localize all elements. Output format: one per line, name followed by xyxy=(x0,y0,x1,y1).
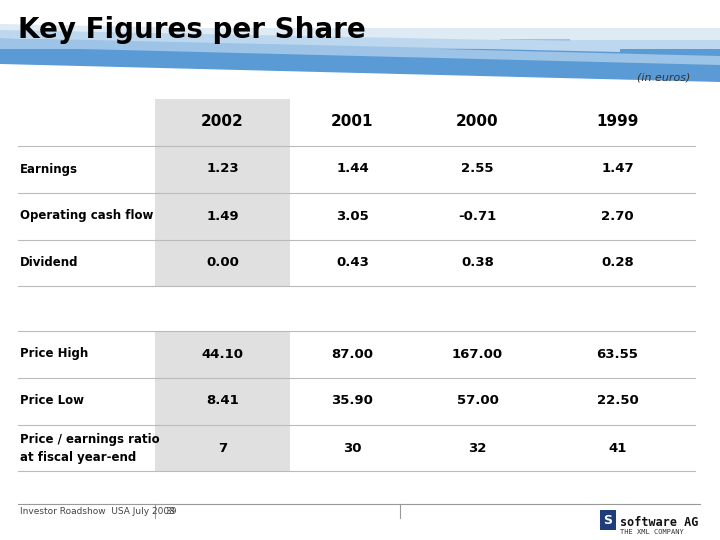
Text: Key Figures per Share: Key Figures per Share xyxy=(18,16,366,44)
Text: THE XML COMPANY: THE XML COMPANY xyxy=(620,529,684,535)
Text: 57.00: 57.00 xyxy=(456,395,498,408)
Polygon shape xyxy=(0,24,500,40)
Text: 2002: 2002 xyxy=(201,114,244,130)
Text: 7: 7 xyxy=(218,442,227,455)
Text: 8.41: 8.41 xyxy=(206,395,239,408)
Text: S: S xyxy=(603,514,613,526)
Text: 1999: 1999 xyxy=(596,114,639,130)
Text: 63.55: 63.55 xyxy=(597,348,639,361)
Text: (in euros): (in euros) xyxy=(636,73,690,83)
Text: 32: 32 xyxy=(468,442,487,455)
Bar xyxy=(155,99,290,286)
Bar xyxy=(600,510,616,530)
Text: 3.05: 3.05 xyxy=(336,210,369,222)
Bar xyxy=(0,39,570,49)
Text: 22.50: 22.50 xyxy=(597,395,639,408)
Polygon shape xyxy=(0,28,620,52)
Text: 35.90: 35.90 xyxy=(332,395,374,408)
Bar xyxy=(155,331,290,471)
Text: Price / earnings ratio: Price / earnings ratio xyxy=(20,433,160,446)
Text: 30: 30 xyxy=(343,442,361,455)
Text: 2000: 2000 xyxy=(456,114,499,130)
Text: 44.10: 44.10 xyxy=(202,348,243,361)
Bar xyxy=(0,49,720,64)
Text: Dividend: Dividend xyxy=(20,256,78,269)
Text: Operating cash flow: Operating cash flow xyxy=(20,210,153,222)
Bar xyxy=(0,28,720,42)
Polygon shape xyxy=(0,38,720,65)
Text: 167.00: 167.00 xyxy=(452,348,503,361)
Text: 0.43: 0.43 xyxy=(336,256,369,269)
Text: 0.38: 0.38 xyxy=(461,256,494,269)
Text: at fiscal year-end: at fiscal year-end xyxy=(20,450,136,463)
Text: 1.49: 1.49 xyxy=(206,210,239,222)
Text: software AG: software AG xyxy=(620,516,698,529)
Text: Price High: Price High xyxy=(20,348,89,361)
Polygon shape xyxy=(0,45,720,82)
Text: 0.28: 0.28 xyxy=(601,256,634,269)
Text: Investor Roadshow  USA July 2003: Investor Roadshow USA July 2003 xyxy=(20,508,175,516)
Text: -0.71: -0.71 xyxy=(459,210,497,222)
Text: 2001: 2001 xyxy=(331,114,374,130)
Text: 39: 39 xyxy=(165,508,176,516)
Text: 1.47: 1.47 xyxy=(601,163,634,176)
Text: 2.55: 2.55 xyxy=(462,163,494,176)
Text: 41: 41 xyxy=(608,442,626,455)
Text: 2.70: 2.70 xyxy=(601,210,634,222)
Bar xyxy=(0,40,720,51)
Text: 1.23: 1.23 xyxy=(206,163,239,176)
Text: 1.44: 1.44 xyxy=(336,163,369,176)
Text: Earnings: Earnings xyxy=(20,163,78,176)
Text: 87.00: 87.00 xyxy=(331,348,374,361)
Text: Price Low: Price Low xyxy=(20,395,84,408)
Text: 0.00: 0.00 xyxy=(206,256,239,269)
